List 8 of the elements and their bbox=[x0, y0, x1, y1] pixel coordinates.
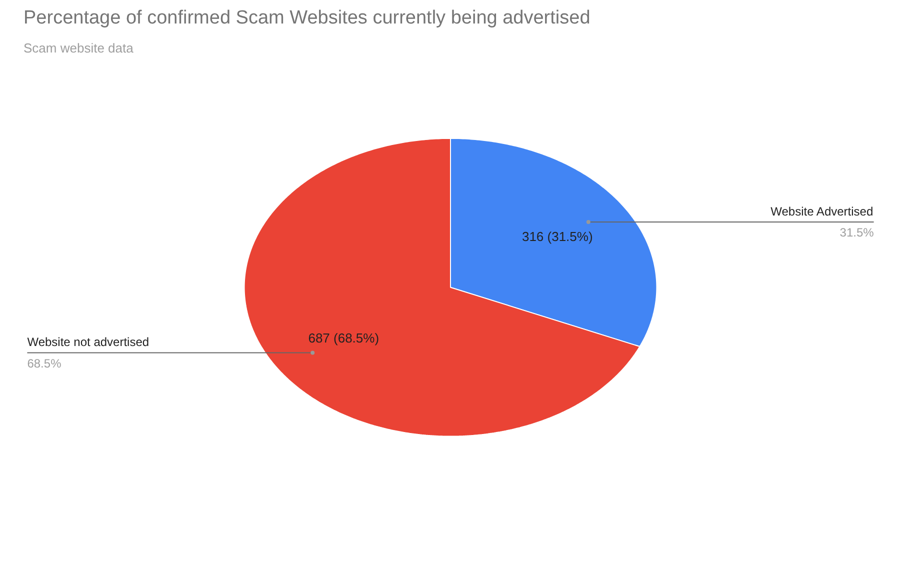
data-label: 316 (31.5%) bbox=[522, 229, 593, 244]
slice-label: Website not advertised bbox=[27, 335, 150, 350]
text: 68.5% bbox=[27, 356, 62, 370]
chart-title: Percentage of confirmed Scam Websites currently being advertised bbox=[24, 8, 590, 28]
data-label: 687 (68.5%) bbox=[308, 330, 380, 346]
text: 31.5% bbox=[840, 226, 874, 240]
chart-subtitle: Scam website data bbox=[24, 40, 134, 56]
slice-label: Website Advertised bbox=[770, 204, 874, 218]
